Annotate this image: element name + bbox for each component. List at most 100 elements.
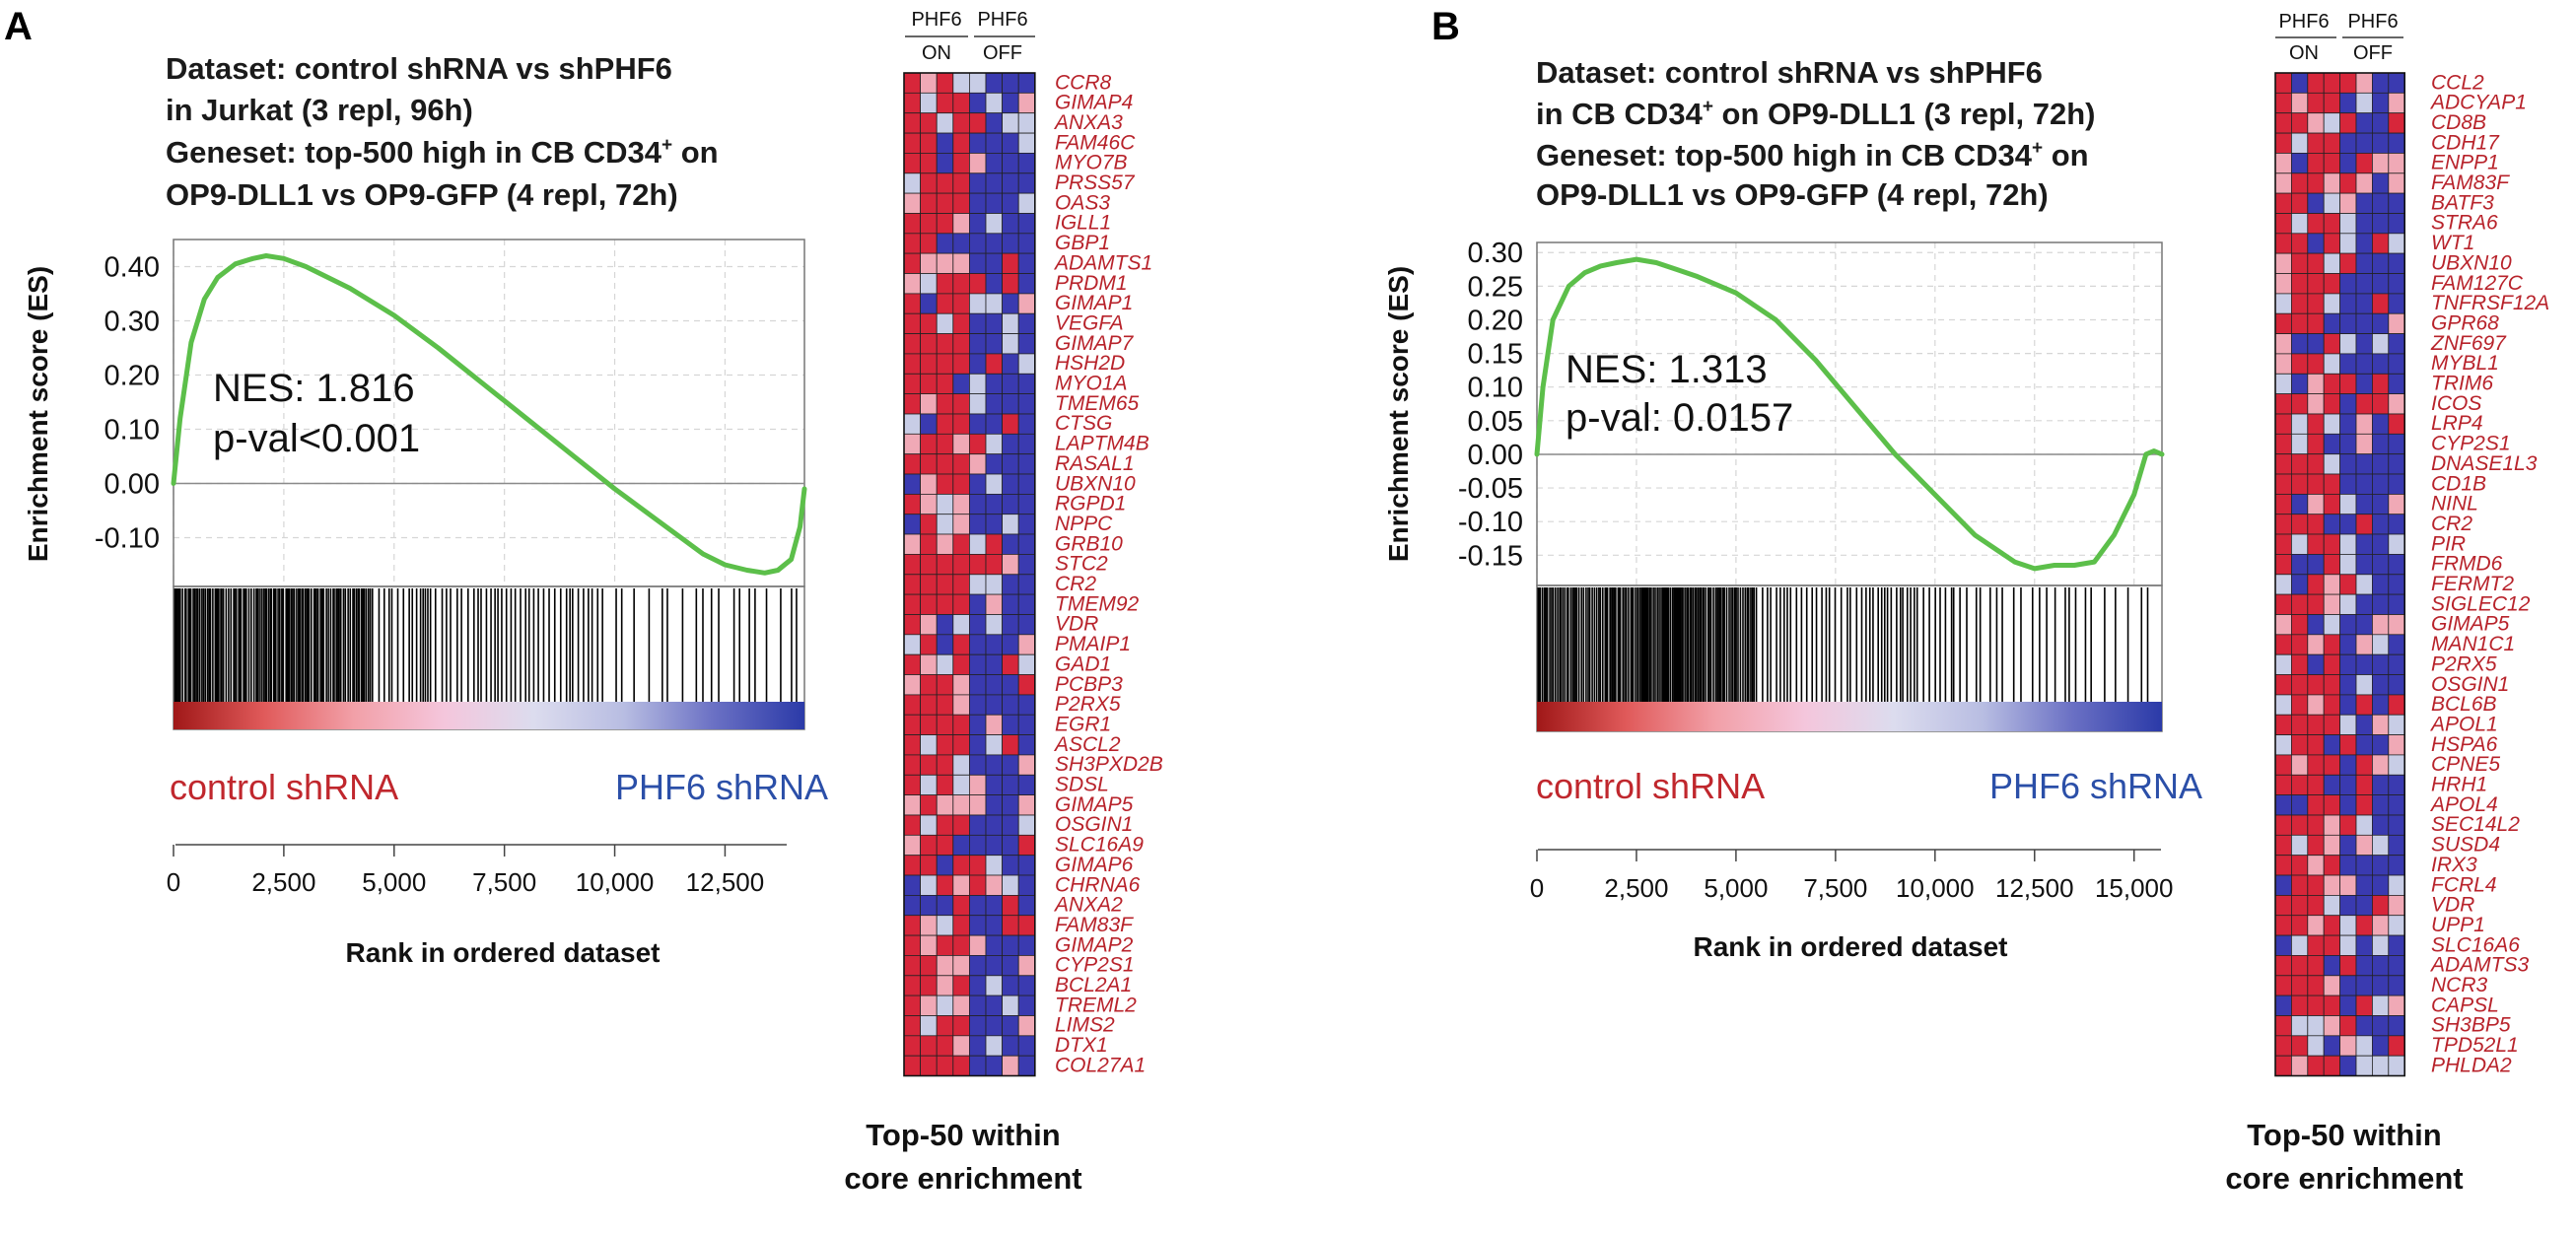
heatmap-cell [969,834,987,857]
heatmap-cell [2388,92,2405,114]
heatmap-cell [920,252,938,274]
heatmap-cell [2371,92,2390,114]
gene-label: ADAMTS3 [2429,954,2530,977]
heatmap-cell [2274,493,2292,515]
heatmap-cell [2323,112,2340,134]
heatmap-cell [1002,653,1019,676]
heatmap-cell [1002,132,1019,154]
gene-label: NINL [2431,493,2478,515]
heatmap-cell [2371,593,2390,615]
heatmap-cell [985,995,1004,1016]
heatmap-cell [952,312,970,335]
heatmap-cell [1002,1035,1019,1057]
gene-label: ENPP1 [2431,152,2499,174]
heatmap-cell [2323,373,2340,395]
heatmap-cell [985,874,1004,896]
heatmap-cell [2339,895,2357,917]
heatmap-cell [2339,293,2357,314]
heatmap-cell [903,694,922,716]
heatmap-cell [952,714,970,736]
heatmap-cell [2307,794,2325,816]
heatmap-cell [2371,754,2390,776]
heatmap-cell [2307,574,2325,595]
heatmap-cell [2307,172,2325,194]
heatmap-cell [2355,112,2373,134]
heatmap-cell [2388,393,2405,415]
heatmap-cell [2323,172,2340,194]
heatmap-cell [2388,453,2405,475]
y-tick-label: 0.10 [104,415,160,446]
heatmap-cell [2371,634,2390,655]
heatmap-cell [2307,373,2325,395]
gene-label: CDH17 [2431,131,2500,154]
heatmap-cell [903,353,922,375]
heatmap-cell [2339,975,2357,996]
heatmap-cell [903,293,922,314]
heatmap-cell [969,72,987,94]
heatmap-cell [2388,955,2405,977]
heatmap-cell [903,273,922,295]
heatmap-cell [920,614,938,636]
heatmap-cell [969,674,987,696]
heatmap-cell [985,855,1004,876]
gene-label: CPNE5 [2431,753,2500,776]
heatmap-cell [985,634,1004,655]
heatmap-cell [2290,794,2309,816]
heatmap-cell [936,714,954,736]
heatmap-cell [2339,754,2357,776]
heatmap-cell [2355,433,2373,455]
heatmap-cell [936,574,954,595]
x-axis-label: Rank in ordered dataset [1694,931,2008,962]
heatmap-cell [2290,473,2309,495]
heatmap-cell [936,172,954,194]
heatmap-cell [969,252,987,274]
heatmap-cell [2371,333,2390,355]
heatmap-cell [952,72,970,94]
heatmap-cell [2290,172,2309,194]
heatmap-cell [2339,915,2357,936]
heatmap-cell [2323,393,2340,415]
heatmap-cell [952,252,970,274]
heatmap-cell [2323,533,2340,555]
heatmap-cell [969,554,987,576]
y-tick-label: 0.40 [104,252,160,284]
heatmap-cell [2388,353,2405,375]
heatmap-cell [2323,714,2340,736]
heatmap-cell [903,493,922,515]
heatmap-cell [2355,574,2373,595]
heatmap-cell [985,473,1004,495]
heatmap-cell [920,92,938,114]
gene-label: FCRL4 [2431,873,2497,896]
heatmap-cell [2323,72,2340,94]
gene-label: PRDM1 [1055,272,1128,295]
heatmap-cell [952,393,970,415]
heatmap-cell [920,754,938,776]
heatmap-cell [2388,533,2405,555]
gene-label: LAPTM4B [1055,433,1149,455]
heatmap-cell [1017,934,1036,956]
heatmap-cell [903,373,922,395]
heatmap-cell [969,794,987,816]
heatmap-cell [952,1015,970,1037]
heatmap-cell [969,855,987,876]
heatmap-cell [2388,855,2405,876]
heatmap-cell [2323,1055,2340,1076]
heatmap-cell [2290,112,2309,134]
heatmap-cell [2290,514,2309,535]
heatmap-cell [2339,794,2357,816]
heatmap-cell [2339,593,2357,615]
heatmap-cell [2307,312,2325,335]
heatmap-cell [1017,1035,1036,1057]
heatmap-cell [920,814,938,836]
heatmap-cell [2307,493,2325,515]
gene-label: UBXN10 [2431,251,2512,274]
heatmap-cell [2388,915,2405,936]
x-tick-label: 12,500 [686,867,765,897]
gene-label: UPP1 [2431,914,2485,936]
heatmap-cell [2290,413,2309,435]
heatmap-cell [936,734,954,756]
heatmap-cell [985,373,1004,395]
gene-label: TMEM92 [1055,592,1140,615]
heatmap-cell [920,152,938,174]
heatmap-cell [2274,955,2292,977]
